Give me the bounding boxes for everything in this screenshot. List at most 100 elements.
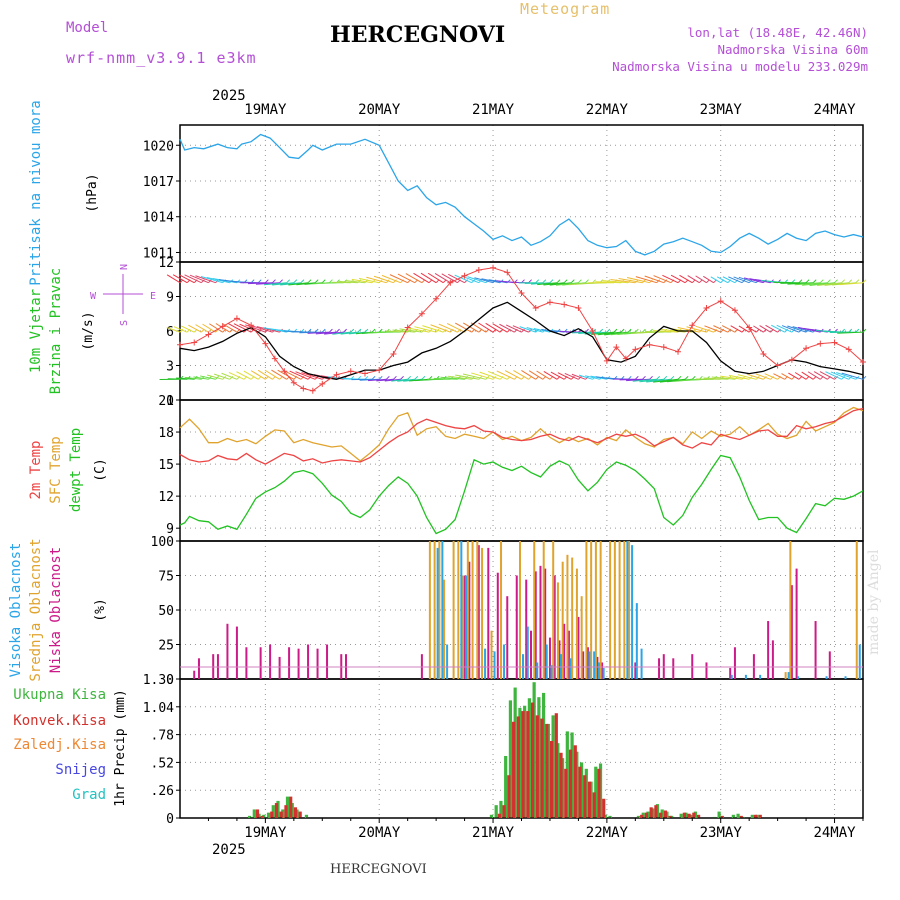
wind-barb (713, 325, 729, 333)
wind-barb (704, 325, 721, 333)
y-tick-label: 1.04 (143, 701, 174, 716)
cloud-bar-visoka (536, 662, 539, 679)
wind-barb-head (570, 279, 575, 284)
wind-barb-head (684, 375, 689, 380)
precip-bar-total (717, 811, 721, 818)
wind-gust-marker (703, 305, 710, 311)
cloud-bar-niska (235, 626, 238, 679)
wind-barb (555, 282, 579, 286)
wind-barb (348, 331, 366, 335)
wind-barb (340, 331, 358, 335)
y-tick-label: 9 (166, 522, 174, 537)
cloud-bar-niska (767, 621, 770, 679)
cloud-bar-niska (307, 644, 310, 679)
temperature-dewpt-temp-line (179, 454, 864, 535)
precip-bar-total (266, 812, 271, 818)
wind-barb (200, 375, 216, 380)
precip-bar-convective (559, 752, 563, 818)
wind-barb (695, 275, 707, 284)
cloud-bar-niska (269, 644, 272, 679)
wind-barb (367, 378, 387, 382)
wind-barb (255, 282, 280, 285)
wind-gust-marker (817, 340, 824, 347)
wind-barb (802, 282, 828, 286)
wind-barb (677, 327, 700, 333)
wind-barb (391, 378, 408, 382)
wind-barb-head (627, 328, 632, 333)
wind-barb (653, 378, 679, 383)
cloud-bar-niska (515, 575, 518, 679)
cloud-bar-niska (577, 616, 580, 679)
precip-bar-convective (564, 768, 568, 818)
wind-gust-marker (347, 368, 354, 375)
wind-gust-marker (281, 368, 288, 375)
temperature-2m-temp-line (179, 407, 864, 465)
wind-barb-head (585, 328, 589, 333)
compass-e: E (150, 291, 156, 302)
cloud-bar-srednja (462, 575, 465, 679)
wind-gust-marker (660, 344, 667, 351)
day-label-top: 24MAY (813, 102, 856, 118)
cloud-bar-visoka (844, 676, 847, 679)
wind-barb-head (691, 375, 696, 380)
wind-gust-marker (717, 298, 724, 305)
wind-barb (250, 370, 266, 380)
wind-barb (384, 378, 401, 382)
precip-bar-convective (687, 813, 691, 818)
wind-barb (825, 371, 842, 380)
wind-barb (743, 277, 764, 284)
wind-barb (272, 282, 294, 286)
precip-bar-total (252, 809, 256, 818)
precip-bar-convective (270, 811, 274, 818)
cloud-bar-niska (795, 568, 798, 679)
wind-gust-marker (760, 351, 767, 357)
wind-gust-marker (675, 348, 682, 355)
wind-barb (797, 326, 821, 333)
wind-barb (794, 282, 821, 286)
cloud-bar-srednja (628, 541, 631, 679)
cloud-bar-niska (288, 647, 291, 679)
meteogram-label: Meteogram (520, 0, 611, 18)
cloud-bar-srednja (433, 541, 436, 679)
precip-bar-convective (293, 807, 298, 818)
wind-barb-head (827, 279, 831, 284)
wind-barb (373, 275, 394, 284)
wind-barb-head (200, 279, 205, 284)
dewpt-label: dewpt Temp (68, 428, 84, 512)
wind-barb (505, 324, 522, 333)
wind-barb-head (471, 279, 476, 284)
y-tick-label: 100 (151, 535, 174, 550)
wind-barb-head (663, 279, 668, 284)
wind-barb (166, 274, 181, 284)
precip-bar-convective (654, 805, 658, 818)
y-tick-label: 18 (158, 426, 174, 441)
wind-barb (504, 370, 522, 380)
wind-barb (564, 372, 579, 380)
wind-gust-marker (290, 379, 297, 386)
wind-barb-head (677, 375, 682, 380)
wind-barb (710, 276, 721, 284)
precip-bar-total (712, 816, 716, 818)
wind-barb (635, 276, 657, 284)
cloud-bar-srednja (580, 596, 583, 679)
cloud-bar-visoka (759, 674, 762, 679)
wind-panel: 0 3 6 9 12 (158, 256, 864, 409)
precip-bar-convective (521, 711, 525, 818)
wind-barb (660, 328, 686, 333)
cloud-bar-niska (297, 648, 300, 679)
wind-barb (720, 375, 743, 380)
precip-bar-convective (592, 792, 596, 818)
wind-barb (711, 376, 735, 380)
wind-barb (738, 276, 757, 284)
model-elevation-text: Nadmorska Visina u modelu 233.029m (612, 59, 868, 74)
wind-gust-marker (219, 323, 226, 330)
wind-barb (578, 374, 593, 380)
wind-barb (288, 282, 309, 286)
wind-barb (271, 369, 287, 380)
wind-barb-head (499, 375, 504, 380)
wind-barb-head (393, 375, 397, 380)
wind-barb (433, 377, 458, 380)
wind-barb-head (585, 279, 589, 284)
cloud-bar-visoka (446, 644, 449, 679)
